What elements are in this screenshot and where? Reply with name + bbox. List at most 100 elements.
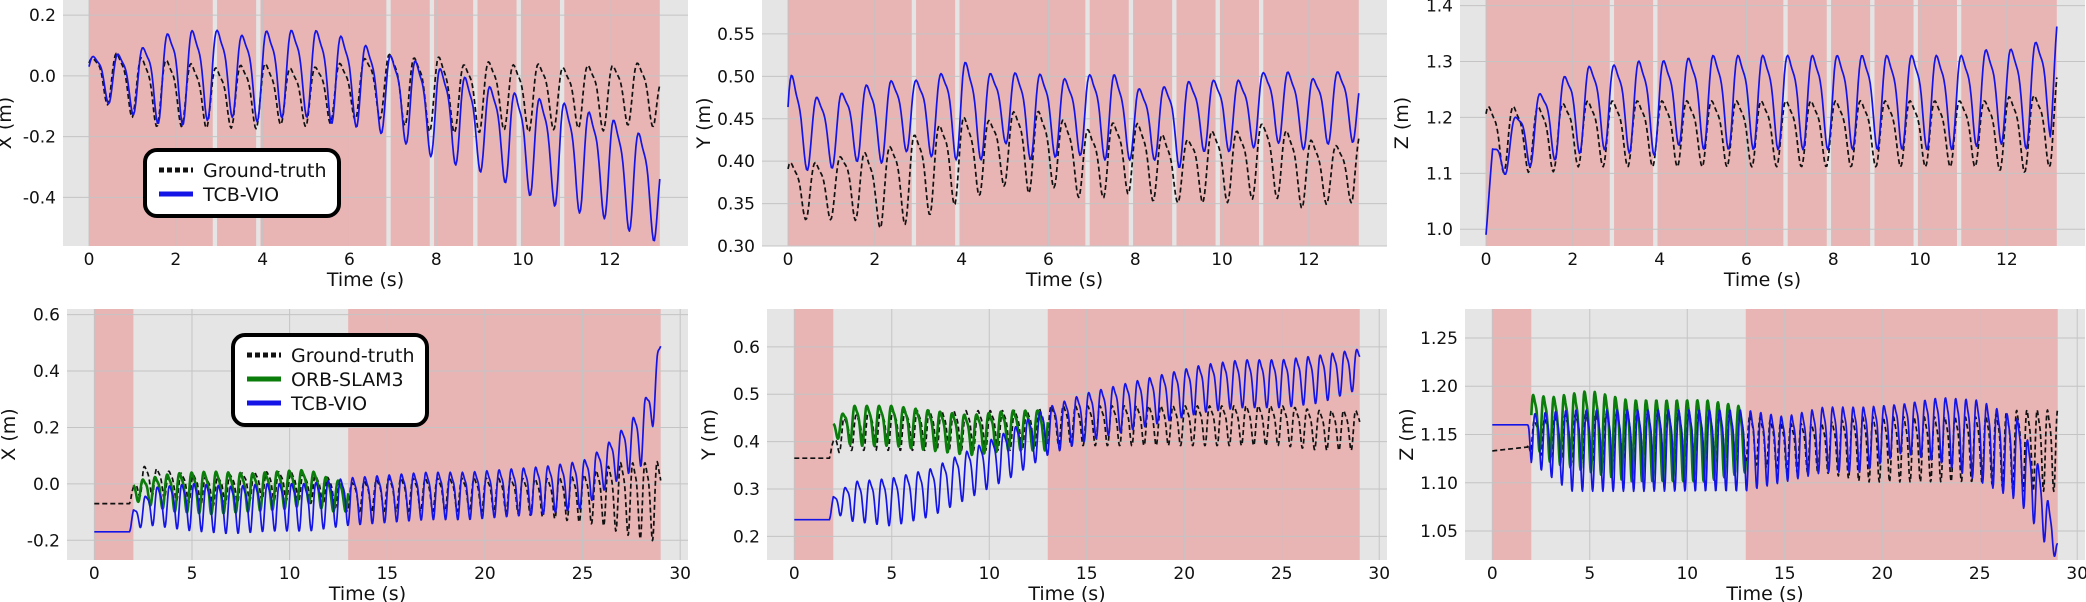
series-line-ground-truth xyxy=(787,110,1360,229)
y-tick-label: 1.1 xyxy=(1426,164,1453,184)
y-tick-label: 0.5 xyxy=(733,385,760,405)
y-tick-label: 0.45 xyxy=(717,110,755,130)
y-tick-label: 0.35 xyxy=(717,195,755,215)
shaded-interval xyxy=(794,309,834,560)
shaded-interval xyxy=(1176,0,1216,246)
series-line-tcb-vio xyxy=(88,29,661,242)
shaded-interval xyxy=(520,0,560,246)
shaded-interval xyxy=(1787,0,1827,246)
x-tick-label: 2 xyxy=(1567,250,1578,270)
legend-label: TCB-VIO xyxy=(290,393,367,415)
y-tick-label: 1.2 xyxy=(1426,108,1453,128)
shaded-interval xyxy=(1133,0,1173,246)
y-tick-label: 0.0 xyxy=(29,67,56,87)
x-tick-label: 15 xyxy=(1076,564,1098,584)
x-axis-title: Time (s) xyxy=(1027,583,1105,602)
y-tick-label: 0.6 xyxy=(733,338,760,358)
legend-label: TCB-VIO xyxy=(202,184,279,206)
x-tick-label: 10 xyxy=(1211,250,1233,270)
x-tick-label: 6 xyxy=(344,250,355,270)
x-tick-label: 0 xyxy=(84,250,95,270)
legend-label: Ground-truth xyxy=(203,160,327,182)
x-axis-title: Time (s) xyxy=(326,269,404,291)
y-axis-title: Y (m) xyxy=(698,409,720,461)
x-tick-label: 10 xyxy=(1909,250,1931,270)
shaded-interval xyxy=(1486,0,1610,246)
x-tick-label: 15 xyxy=(376,564,398,584)
series-line-orb-slam3 xyxy=(132,468,350,516)
series-line-tcb-vio xyxy=(793,348,1361,527)
shaded-interval xyxy=(390,0,430,246)
x-tick-label: 2 xyxy=(170,250,181,270)
x-tick-label: 12 xyxy=(1298,250,1320,270)
legend-label: ORB-SLAM3 xyxy=(291,369,404,391)
y-tick-label: 0.2 xyxy=(29,6,56,26)
x-axis-title: Time (s) xyxy=(1025,269,1103,291)
y-tick-label: 0.30 xyxy=(717,237,755,257)
y-tick-label: 1.3 xyxy=(1426,53,1453,73)
y-tick-label: -0.2 xyxy=(27,531,60,551)
x-tick-label: 30 xyxy=(669,564,691,584)
y-tick-label: 0.0 xyxy=(33,475,60,495)
x-tick-label: 12 xyxy=(599,250,621,270)
y-tick-label: -0.2 xyxy=(23,128,56,148)
y-axis-title: Z (m) xyxy=(1396,408,1418,460)
y-tick-label: 1.25 xyxy=(1420,329,1458,349)
x-tick-label: 10 xyxy=(1676,564,1698,584)
x-tick-label: 20 xyxy=(474,564,496,584)
y-tick-label: 1.15 xyxy=(1420,426,1458,446)
shaded-interval xyxy=(94,309,134,560)
y-tick-label: 0.2 xyxy=(733,527,760,547)
series-line-ground-truth xyxy=(793,405,1361,460)
y-tick-label: 0.4 xyxy=(33,362,60,382)
x-tick-label: 4 xyxy=(1654,250,1665,270)
x-tick-label: 0 xyxy=(783,250,794,270)
shaded-interval xyxy=(1047,309,1360,560)
x-tick-label: 8 xyxy=(1828,250,1839,270)
shaded-interval xyxy=(1219,0,1259,246)
y-tick-label: 0.6 xyxy=(33,306,60,326)
x-tick-label: 20 xyxy=(1173,564,1195,584)
plot-top-z: 0 2 4 6 8 10 12 1.0 1.1 1.2 1.3 1.4 Time (s) Z (m) xyxy=(1391,0,2085,291)
y-tick-label: 1.05 xyxy=(1420,522,1458,542)
x-tick-label: 4 xyxy=(956,250,967,270)
plot-bottom-x: 0 5 10 15 20 25 30 -0.2 0.0 0.2 0.4 0.6 Time (s) X (m… xyxy=(0,306,691,602)
y-axis-title: Z (m) xyxy=(1391,97,1413,149)
plot-bottom-z: 0 5 10 15 20 25 30 1.05 1.10 1.15 1.20 1.25 Time (s)… xyxy=(1396,309,2086,602)
y-axis-title: X (m) xyxy=(0,408,20,460)
shaded-interval xyxy=(1831,0,1871,246)
y-tick-label: 0.50 xyxy=(717,67,755,87)
x-tick-label: 4 xyxy=(257,250,268,270)
x-axis-title: Time (s) xyxy=(1723,269,1801,291)
x-tick-label: 6 xyxy=(1043,250,1054,270)
shaded-interval xyxy=(1961,0,2057,246)
y-tick-label: 1.0 xyxy=(1426,220,1453,240)
x-axis-title: Time (s) xyxy=(328,583,406,602)
x-tick-label: 10 xyxy=(978,564,1000,584)
x-tick-label: 30 xyxy=(1368,564,1390,584)
x-tick-label: 5 xyxy=(187,564,198,584)
x-tick-label: 25 xyxy=(1969,564,1991,584)
x-tick-label: 20 xyxy=(1871,564,1893,584)
plot-top-y: 0 2 4 6 8 10 12 0.30 0.35 0.40 0.45 0.50 0.55 Time (s… xyxy=(693,0,1387,291)
x-tick-label: 0 xyxy=(89,564,100,584)
x-tick-label: 0 xyxy=(1487,564,1498,584)
shaded-interval xyxy=(959,0,1086,246)
x-tick-label: 10 xyxy=(279,564,301,584)
y-axis-title: X (m) xyxy=(0,97,16,149)
shaded-interval xyxy=(1263,0,1359,246)
y-tick-label: 1.20 xyxy=(1420,377,1458,397)
shaded-interval xyxy=(434,0,474,246)
x-tick-label: 12 xyxy=(1996,250,2018,270)
x-tick-label: 8 xyxy=(1130,250,1141,270)
y-tick-label: 0.40 xyxy=(717,152,755,172)
y-tick-label: 1.4 xyxy=(1426,0,1453,17)
y-tick-label: 0.3 xyxy=(733,480,760,500)
y-tick-label: 1.10 xyxy=(1420,474,1458,494)
y-tick-label: 0.2 xyxy=(33,418,60,438)
plot-top-x: 0 2 4 6 8 10 12 -0.4 -0.2 0.0 0.2 Time (s) X (m) Grou… xyxy=(0,0,688,291)
x-tick-label: 6 xyxy=(1741,250,1752,270)
x-tick-label: 30 xyxy=(2066,564,2086,584)
